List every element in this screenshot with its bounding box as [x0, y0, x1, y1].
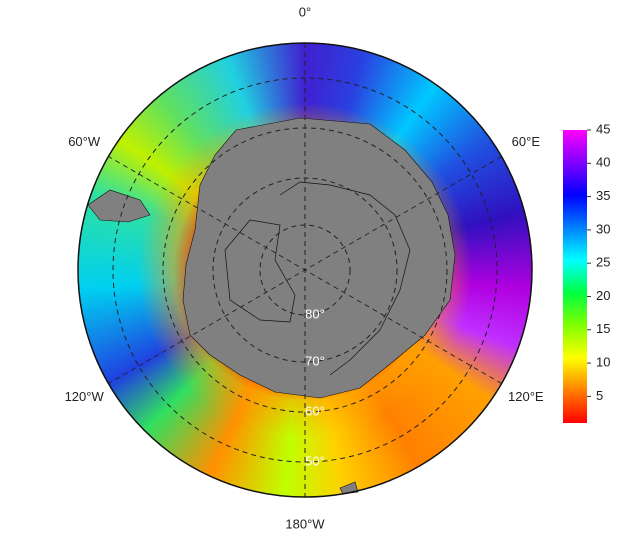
latitude-label: 80°: [305, 306, 325, 321]
colorbar-tick-label: 40: [596, 155, 610, 170]
longitude-label: 180°W: [285, 516, 325, 531]
parallel: [112, 77, 498, 463]
parallel: [162, 127, 448, 413]
longitude-label: 60°E: [512, 134, 541, 149]
colorbar-tick-label: 15: [596, 321, 610, 336]
labels: 0° 60°E 120°E 180°W 120°W 60°W 80° 70° 60° 50°: [65, 4, 544, 531]
colorbar-tick-label: 10: [596, 355, 610, 370]
longitude-label: 0°: [299, 4, 311, 19]
colorbar-tick-label: 45: [596, 121, 610, 136]
coastline: [224, 181, 411, 376]
peninsula: [87, 189, 151, 223]
island: [339, 481, 359, 495]
colorbar-tick-label: 5: [596, 388, 603, 403]
meridian: [108, 156, 502, 384]
graticule: [108, 43, 502, 497]
latitude-label: 50°: [305, 453, 325, 468]
parallel: [212, 177, 398, 363]
latitude-label: 60°: [305, 403, 325, 418]
map-border: [77, 42, 533, 498]
longitude-label: 60°W: [68, 134, 101, 149]
colorbar-tick-label: 35: [596, 188, 610, 203]
colorbar-tick-label: 30: [596, 221, 610, 236]
colorbar-ticks: 5 10 15 20 25 30 35 40 45: [587, 121, 610, 403]
latitude-label: 70°: [305, 353, 325, 368]
colorbar: [563, 130, 587, 423]
antarctica: [182, 117, 456, 399]
longitude-label: 120°W: [65, 389, 105, 404]
colorbar-tick-label: 25: [596, 255, 610, 270]
longitude-label: 120°E: [508, 389, 544, 404]
colorbar-tick-label: 20: [596, 288, 610, 303]
parallel: [259, 224, 351, 316]
